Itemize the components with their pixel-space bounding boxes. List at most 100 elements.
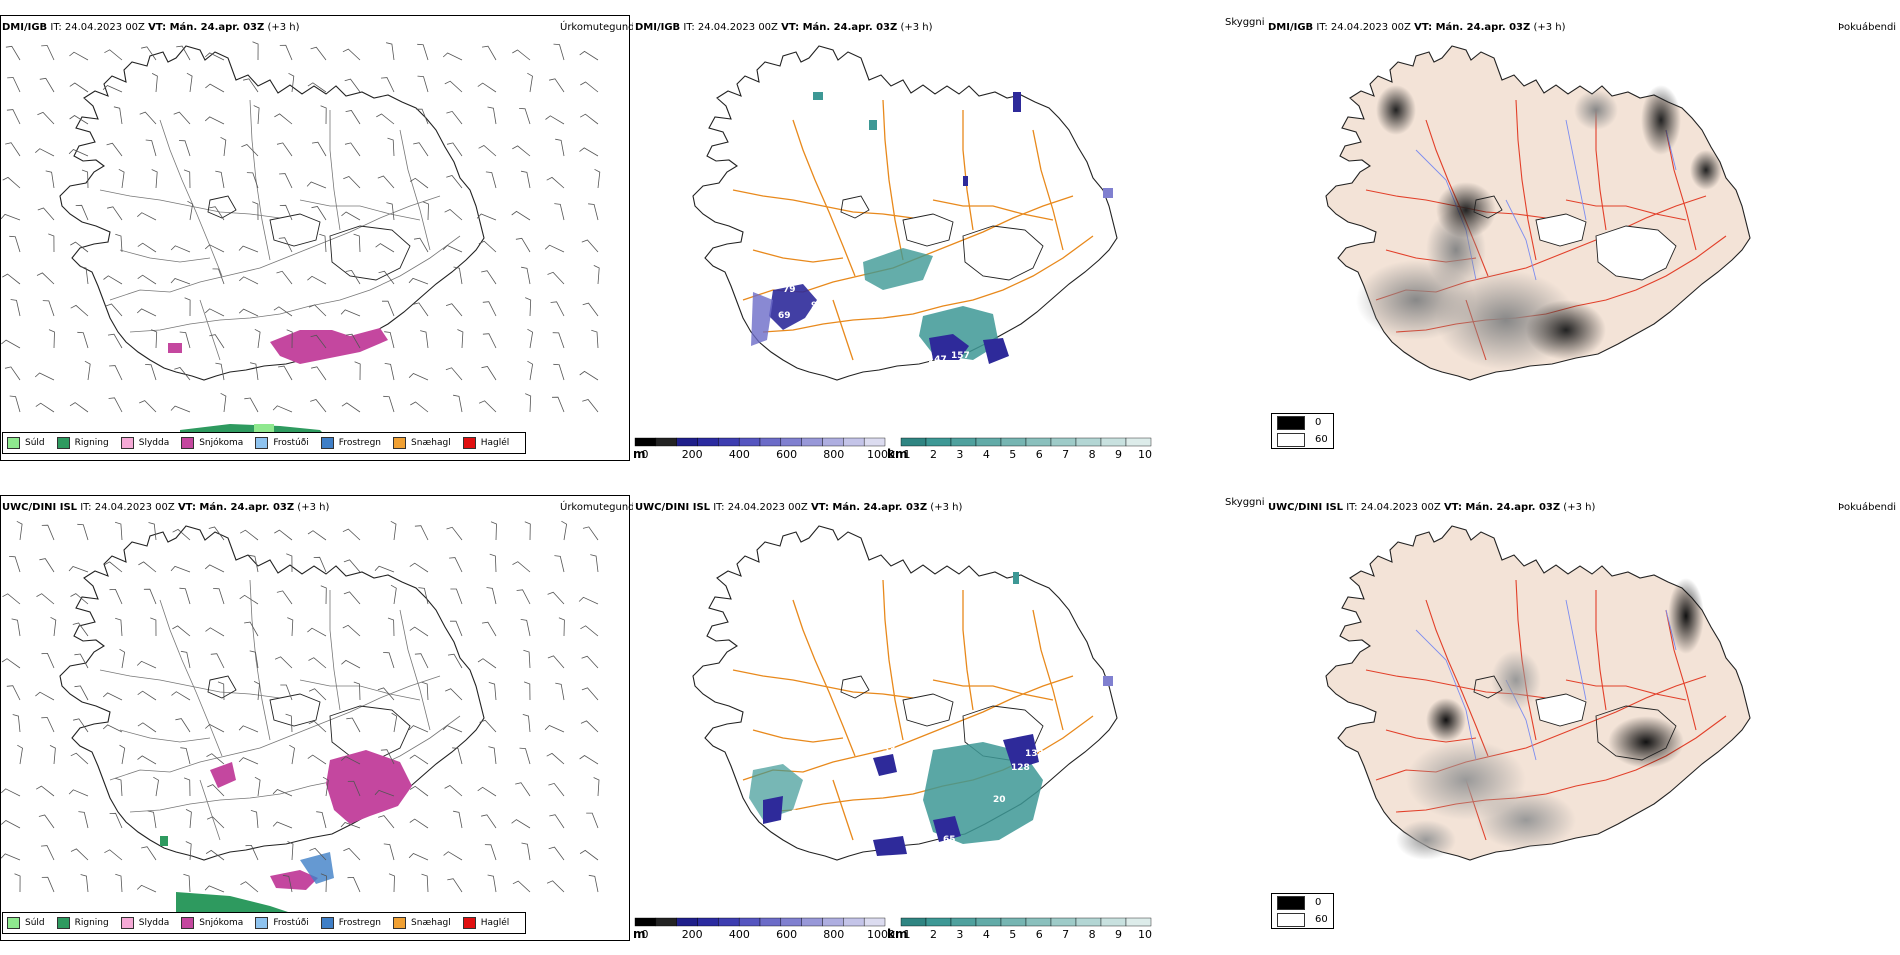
wind-barb xyxy=(482,333,497,349)
wind-barb xyxy=(205,83,225,93)
wind-barb xyxy=(387,617,395,637)
wind-barb xyxy=(445,367,463,381)
colorbar-km-cell xyxy=(1000,437,1027,447)
wind-barb xyxy=(580,625,599,637)
wind-barb xyxy=(106,142,123,157)
wind-barb xyxy=(204,244,225,253)
wind-barb xyxy=(310,399,327,413)
legend-item: Rigning xyxy=(56,917,109,929)
legend-item: Haglél xyxy=(462,917,510,929)
cloud-value-label: 69 xyxy=(778,311,791,321)
wind-barb xyxy=(353,681,361,701)
wind-barb xyxy=(547,591,565,605)
wind-barb xyxy=(73,718,89,733)
colorbar-km-unit: km xyxy=(887,927,907,941)
wind-barb xyxy=(1,788,21,797)
wind-barb xyxy=(593,777,600,797)
wind-barb xyxy=(512,145,531,157)
colorbar-m-cell xyxy=(676,917,698,927)
wind-barb xyxy=(80,266,89,285)
wind-barb xyxy=(548,846,565,861)
wind-barb xyxy=(413,142,429,157)
wind-barb xyxy=(311,141,327,157)
colorbar-km-cell xyxy=(900,917,927,927)
colorbar-m-tick: 1000 xyxy=(867,928,895,941)
wind-barb xyxy=(341,659,361,669)
wind-barb xyxy=(272,821,293,829)
wind-barb xyxy=(206,753,225,765)
wind-barb xyxy=(477,786,497,797)
colorbar-m-cell xyxy=(822,917,844,927)
wind-barb xyxy=(238,725,259,733)
wind-barb xyxy=(481,366,497,381)
panel-title: Úrkomutegund xyxy=(560,22,633,33)
cloud-value-label: 99 xyxy=(945,871,958,881)
fog-legend-label: 60 xyxy=(1315,914,1328,925)
wind-barb xyxy=(579,370,599,381)
wind-barb xyxy=(220,392,227,413)
wind-barb xyxy=(139,400,157,413)
wind-barb xyxy=(551,396,565,413)
wind-barb xyxy=(478,400,497,413)
wind-barb xyxy=(524,521,531,541)
wind-barb xyxy=(204,52,225,61)
legend-label: Haglél xyxy=(480,918,510,928)
wind-barb xyxy=(35,785,55,797)
wind-barb xyxy=(109,365,123,381)
wind-barb xyxy=(481,270,497,285)
wind-barb xyxy=(308,657,327,669)
wind-barb xyxy=(413,237,429,253)
wind-barb xyxy=(512,880,531,893)
legend-swatch xyxy=(7,917,20,929)
colorbar-m-cell xyxy=(718,917,740,927)
wind-barb xyxy=(215,170,225,189)
cloud-value-label: 240 xyxy=(973,843,992,853)
wind-barb xyxy=(519,747,531,765)
wind-barb xyxy=(205,849,225,861)
wind-barb xyxy=(217,681,225,701)
wind-barb xyxy=(238,245,259,253)
wind-barb xyxy=(409,177,429,189)
wind-barb xyxy=(204,564,225,573)
wind-barb xyxy=(408,373,429,381)
model-name: DMI/IGB xyxy=(2,22,48,33)
wind-barb xyxy=(375,243,395,253)
wind-barb xyxy=(48,233,55,253)
wind-barb xyxy=(307,754,327,765)
wind-barb xyxy=(273,306,293,317)
wind-barb xyxy=(184,297,191,317)
lead-time: (+3 h) xyxy=(900,22,933,33)
wind-barb xyxy=(416,108,429,125)
wind-barb xyxy=(213,588,225,605)
wind-barb xyxy=(511,819,531,829)
lead-time: (+3 h) xyxy=(297,502,330,513)
wind-barb xyxy=(319,233,327,253)
legend-item: Frostúði xyxy=(255,437,309,449)
wind-barb xyxy=(205,627,225,637)
wind-barb xyxy=(377,687,395,701)
wind-barb xyxy=(209,334,225,349)
panel-header: UWC/DINI ISL IT: 24.04.2023 00Z VT: Mán.… xyxy=(1268,502,1595,513)
wind-barb xyxy=(547,271,565,285)
fog-legend-label: 60 xyxy=(1315,434,1328,445)
wind-barb xyxy=(478,145,497,157)
wind-barb xyxy=(408,277,429,285)
wind-barb xyxy=(453,394,463,413)
cloud-value-label: 157 xyxy=(951,351,970,361)
wind-barb xyxy=(374,565,395,573)
cloud-value-label: 128 xyxy=(1011,763,1030,773)
legend-item: Frostregn xyxy=(320,437,381,449)
wind-barb xyxy=(523,681,531,701)
wind-barb xyxy=(581,239,599,253)
wind-barb xyxy=(316,811,327,829)
wind-barb xyxy=(115,777,123,797)
wind-barb xyxy=(204,308,225,317)
wind-barb xyxy=(172,625,191,637)
wind-barb xyxy=(580,81,599,93)
wind-barb xyxy=(452,747,463,765)
wind-barb xyxy=(527,328,534,349)
wind-barb xyxy=(145,139,157,157)
wind-barb xyxy=(345,269,361,285)
wind-barb xyxy=(119,648,126,669)
